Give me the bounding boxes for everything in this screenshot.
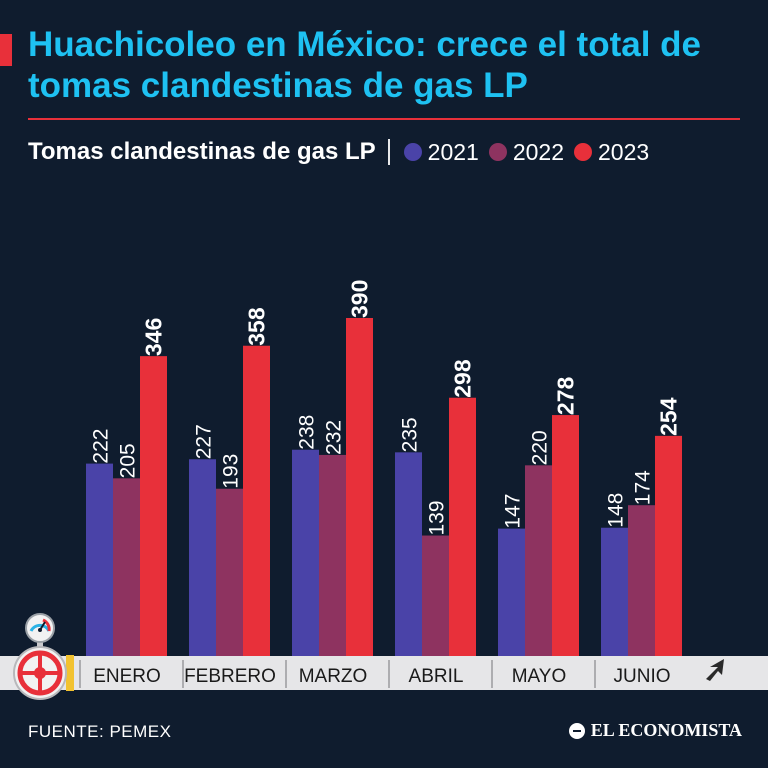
data-label-2021: 235 <box>399 417 422 452</box>
data-label-2022: 205 <box>117 443 140 478</box>
bar-2021-marzo <box>292 449 319 656</box>
chart-title: Tomas clandestinas de gas LP <box>28 138 376 165</box>
legend-swatch-2021 <box>403 143 422 161</box>
arrow-icon <box>706 659 724 681</box>
bar-2023-mayo <box>552 415 579 656</box>
x-tick-label: MARZO <box>299 666 368 687</box>
bar-2023-enero <box>140 356 167 656</box>
data-label-2022: 193 <box>220 454 243 489</box>
x-tick-label: ABRIL <box>409 666 464 687</box>
data-label-2022: 139 <box>426 500 449 535</box>
bar-2021-junio <box>601 527 628 656</box>
legend-swatch-2022 <box>488 143 507 161</box>
data-label-2021: 148 <box>605 493 628 528</box>
brand-mark-icon <box>568 722 585 739</box>
bar-2022-junio <box>628 505 655 656</box>
legend-item-2023: 2023 <box>574 139 649 166</box>
header-separator <box>387 139 390 165</box>
data-label-2023: 298 <box>450 359 476 398</box>
data-label-2021: 222 <box>90 429 113 464</box>
bar-2021-mayo <box>498 528 525 656</box>
data-label-2021: 147 <box>502 494 525 529</box>
page-title: Huachicoleo en México: crece el total de… <box>28 25 701 105</box>
bar-2022-abril <box>422 535 449 656</box>
data-label-2021: 238 <box>296 415 319 450</box>
data-label-2023: 358 <box>244 307 270 346</box>
data-label-2022: 174 <box>632 470 655 505</box>
bar-2022-febrero <box>216 488 243 656</box>
valve-wheel-icon <box>13 646 74 700</box>
x-tick-label: MAYO <box>512 666 567 687</box>
data-label-2023: 278 <box>553 376 579 415</box>
bar-2021-abril <box>395 452 422 656</box>
bar-2022-enero <box>113 478 140 656</box>
bar-2021-enero <box>86 463 113 656</box>
legend-label-2021: 2021 <box>427 138 479 165</box>
brand-logo: EL ECONOMISTA <box>568 720 742 741</box>
title-divider <box>28 118 740 120</box>
x-tick-label: FEBRERO <box>184 666 276 687</box>
bar-2023-abril <box>449 397 476 656</box>
x-tick-label: ENERO <box>93 666 161 687</box>
axis-pipe <box>0 656 768 690</box>
data-label-2022: 220 <box>529 430 552 465</box>
legend-label-2023: 2023 <box>598 138 650 165</box>
legend-swatch-2023 <box>574 143 593 161</box>
data-label-2023: 254 <box>656 397 682 436</box>
legend-item-2022: 2022 <box>488 138 565 166</box>
bar-2023-junio <box>655 435 682 656</box>
bar-2023-febrero <box>243 345 270 656</box>
bar-2022-mayo <box>525 465 552 656</box>
brand-name: EL ECONOMISTA <box>590 720 742 740</box>
bar-2022-marzo <box>319 454 346 656</box>
legend-item-2021: 2021 <box>403 138 479 166</box>
legend-label-2022: 2022 <box>512 138 565 165</box>
data-label-2022: 232 <box>323 420 346 455</box>
bar-2021-febrero <box>189 459 216 656</box>
bar-2023-marzo <box>346 318 373 656</box>
data-label-2023: 346 <box>141 318 167 356</box>
x-tick-label: JUNIO <box>614 666 671 687</box>
data-label-2021: 227 <box>193 424 216 459</box>
chart-header: Tomas clandestinas de gas LP 2021 2022 2… <box>28 136 659 168</box>
source-note: FUENTE: PEMEX <box>28 722 172 741</box>
title-accent-bar <box>0 34 12 66</box>
data-label-2023: 390 <box>347 280 373 318</box>
